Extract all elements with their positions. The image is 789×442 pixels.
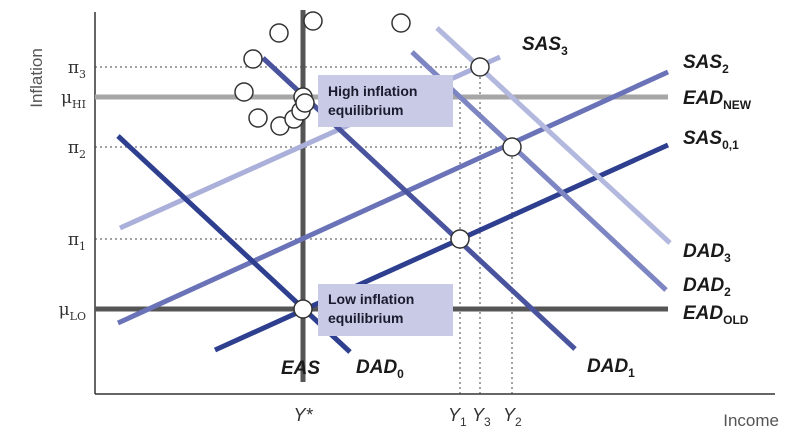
low-inflation-box: Low inflation equilibrium	[318, 284, 453, 336]
spiral-point	[234, 82, 254, 102]
high-box-line1: High inflation	[328, 83, 417, 99]
ytick-pi2: π2	[68, 138, 86, 161]
label-ead-old: EADOLD	[683, 303, 749, 327]
label-sas2: SAS2	[683, 52, 729, 76]
ytick-pi1: π1	[68, 230, 86, 253]
label-dad3: DAD3	[683, 241, 731, 265]
dad2-line	[410, 50, 668, 292]
dad1-line	[261, 56, 577, 351]
ytick-mu-lo: μLO	[59, 300, 86, 323]
high-inflation-box: High inflation equilibrium	[318, 75, 453, 127]
svg-text:Low inflation: Low inflation	[328, 291, 414, 307]
sas01-line	[213, 142, 670, 353]
svg-text:equilibrium: equilibrium	[328, 310, 403, 326]
label-sas3: SAS3	[522, 34, 568, 58]
label-sas01: SAS0,1	[683, 128, 739, 152]
dad3-line	[435, 26, 672, 245]
dad0-line	[116, 134, 352, 354]
label-dad2: DAD2	[683, 275, 731, 299]
point-pi3	[470, 57, 490, 77]
spiral-point	[303, 11, 323, 31]
high-box-line2: equilibrium	[328, 102, 403, 118]
spiral-point	[243, 49, 263, 69]
guide-lines	[95, 66, 513, 394]
svg-text:High inflation: High inflation	[328, 83, 417, 99]
xtick-ystar: Y*	[293, 405, 313, 425]
label-dad0: DAD0	[356, 357, 404, 381]
spiral-point	[248, 108, 268, 128]
point-pi1	[450, 229, 470, 249]
svg-text:equilibrium: equilibrium	[328, 102, 403, 118]
label-ead-new: EADNEW	[683, 88, 752, 112]
xtick-y3: Y3	[472, 405, 491, 429]
ytick-mu-hi: μHI	[61, 88, 86, 111]
point-pi2	[502, 137, 522, 157]
label-eas: EAS	[281, 358, 320, 379]
ytick-pi3: π3	[68, 58, 86, 81]
x-axis-title: Income	[723, 411, 779, 430]
label-dad1: DAD1	[587, 356, 635, 380]
low-box-line2: equilibrium	[328, 310, 403, 326]
xtick-y1: Y1	[448, 405, 467, 429]
inflation-spiral-points	[234, 11, 411, 136]
low-box-line1: Low inflation	[328, 291, 414, 307]
point-low-equilibrium	[293, 299, 313, 319]
sas2-line	[116, 69, 670, 326]
y-axis-title: Inflation	[27, 48, 46, 108]
spiral-point	[269, 23, 289, 43]
xtick-y2: Y2	[503, 405, 522, 429]
spiral-point	[391, 13, 411, 33]
spiral-point	[295, 93, 315, 113]
